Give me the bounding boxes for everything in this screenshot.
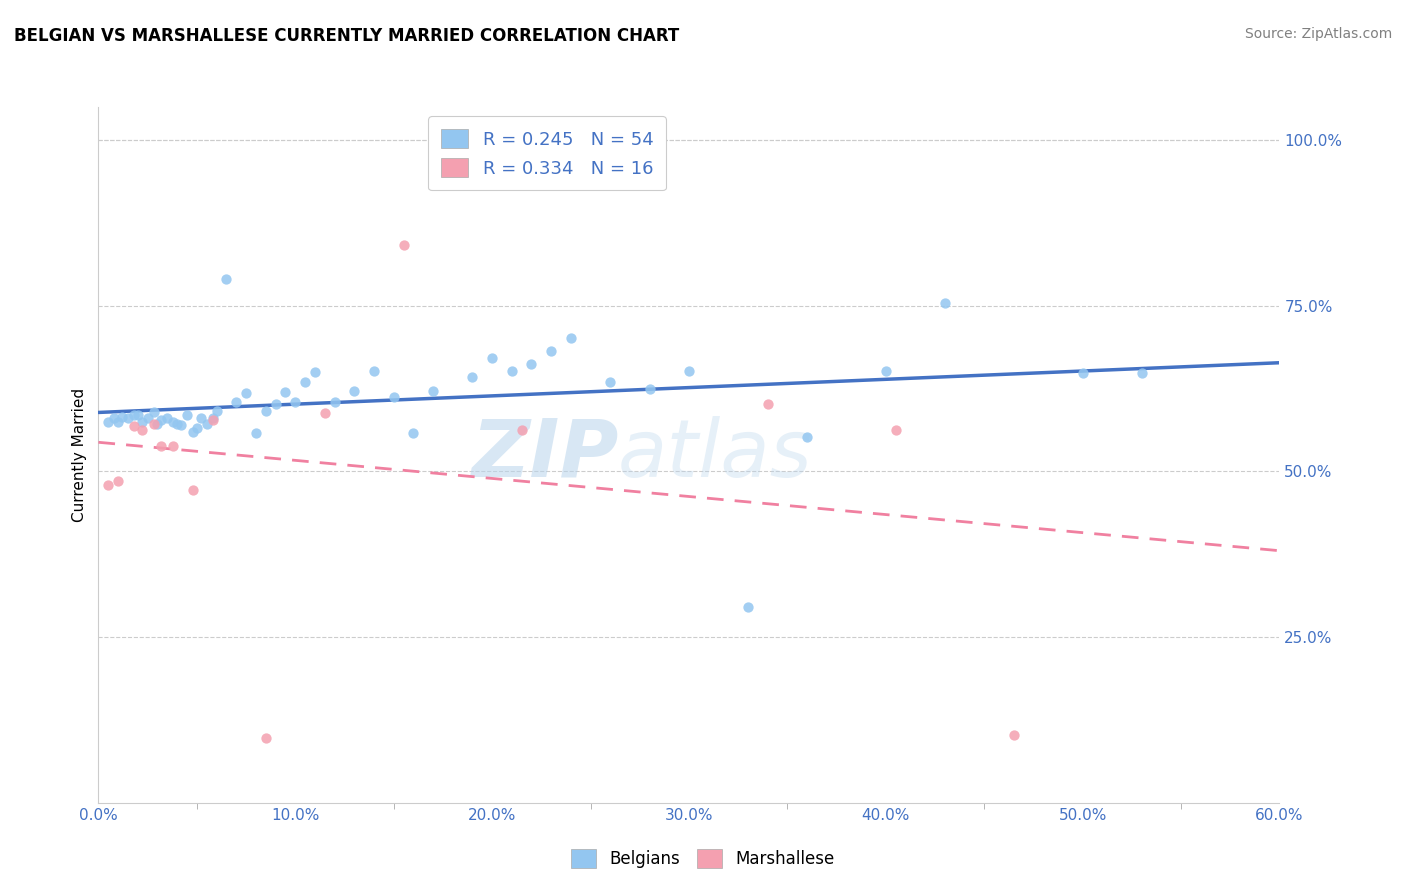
Point	[284, 395, 307, 409]
Point	[156, 411, 179, 425]
Point	[97, 477, 120, 491]
Point	[540, 343, 562, 358]
Text: ZIP: ZIP	[471, 416, 619, 494]
Point	[150, 439, 173, 453]
Text: BELGIAN VS MARSHALLESE CURRENTLY MARRIED CORRELATION CHART: BELGIAN VS MARSHALLESE CURRENTLY MARRIED…	[14, 27, 679, 45]
Point	[363, 364, 385, 378]
Point	[215, 272, 238, 286]
Point	[235, 386, 257, 401]
Point	[136, 411, 159, 425]
Point	[201, 413, 224, 427]
Point	[131, 424, 153, 438]
Point	[146, 417, 169, 431]
Point	[181, 425, 204, 439]
Point	[122, 408, 145, 422]
Point	[422, 384, 444, 398]
Point	[131, 415, 153, 429]
Point	[678, 364, 700, 378]
Point	[560, 331, 582, 345]
Legend: Belgians, Marshallese: Belgians, Marshallese	[565, 843, 841, 875]
Point	[638, 382, 661, 396]
Point	[97, 415, 120, 429]
Point	[225, 395, 247, 409]
Point	[304, 365, 326, 379]
Point	[142, 417, 165, 431]
Point	[186, 421, 208, 435]
Point	[294, 375, 316, 389]
Point	[195, 417, 218, 431]
Text: Source: ZipAtlas.com: Source: ZipAtlas.com	[1244, 27, 1392, 41]
Point	[254, 731, 277, 745]
Point	[122, 419, 145, 434]
Point	[461, 370, 484, 384]
Point	[481, 351, 503, 365]
Point	[520, 357, 543, 371]
Text: atlas: atlas	[619, 416, 813, 494]
Point	[274, 384, 297, 399]
Point	[599, 375, 621, 389]
Point	[934, 295, 956, 310]
Point	[402, 425, 425, 440]
Point	[150, 413, 173, 427]
Point	[127, 408, 149, 422]
Point	[875, 364, 897, 378]
Point	[1130, 367, 1153, 381]
Point	[392, 238, 415, 252]
Point	[314, 406, 336, 420]
Point	[884, 424, 907, 438]
Point	[190, 411, 212, 425]
Y-axis label: Currently Married: Currently Married	[72, 388, 87, 522]
Point	[162, 439, 184, 453]
Point	[510, 424, 533, 438]
Point	[111, 410, 134, 425]
Point	[1002, 728, 1025, 742]
Point	[166, 417, 188, 431]
Point	[181, 483, 204, 497]
Point	[162, 415, 184, 429]
Point	[737, 600, 759, 615]
Point	[264, 397, 287, 411]
Point	[201, 411, 224, 425]
Point	[343, 384, 366, 398]
Point	[205, 403, 228, 417]
Point	[501, 364, 523, 378]
Point	[254, 403, 277, 417]
Point	[1071, 367, 1094, 381]
Point	[176, 408, 198, 422]
Point	[117, 411, 139, 425]
Point	[170, 418, 193, 433]
Point	[382, 390, 405, 404]
Point	[756, 397, 779, 411]
Point	[796, 430, 818, 444]
Point	[107, 415, 129, 429]
Point	[245, 425, 267, 440]
Point	[103, 411, 125, 425]
Point	[107, 475, 129, 489]
Legend: R = 0.245   N = 54, R = 0.334   N = 16: R = 0.245 N = 54, R = 0.334 N = 16	[429, 116, 666, 190]
Point	[142, 405, 165, 419]
Point	[323, 395, 346, 409]
